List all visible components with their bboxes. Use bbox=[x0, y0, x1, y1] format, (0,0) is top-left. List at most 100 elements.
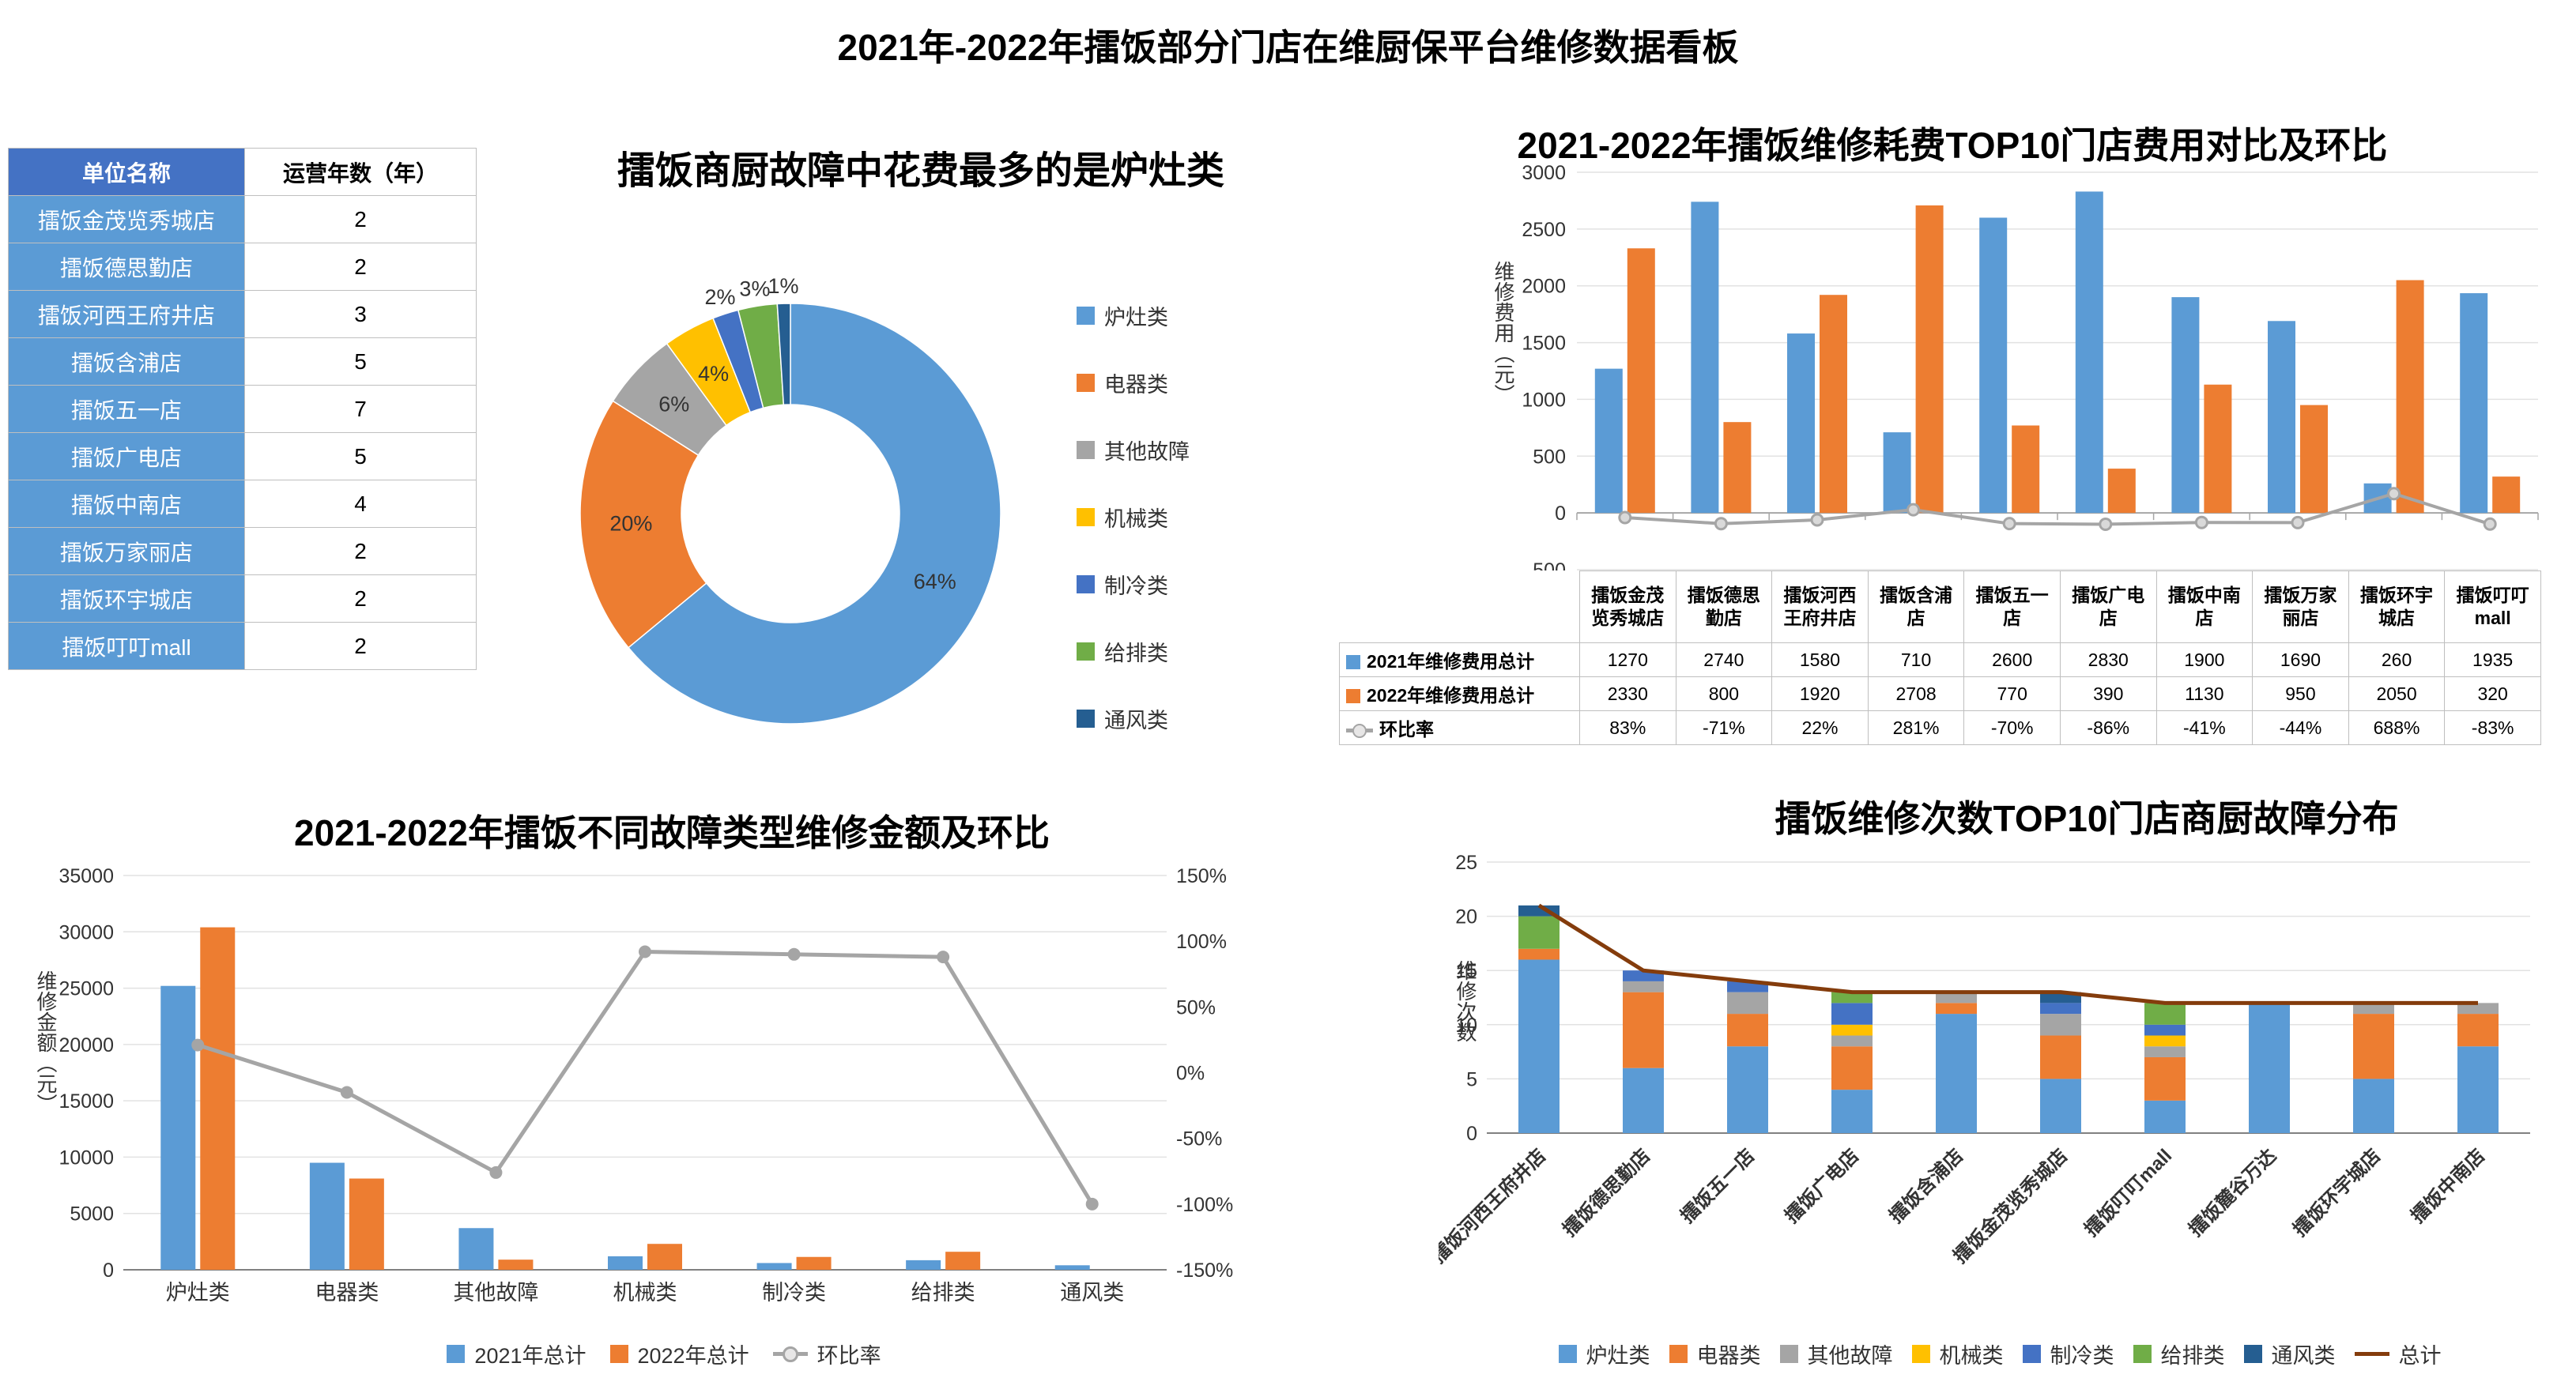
donut-chart: 64% 20% 6% 4% 2% 3%1% bbox=[579, 274, 1001, 725]
legend-swatch-icon bbox=[1077, 710, 1095, 728]
cost-table-series-row: 2022年维修费用总计 2330 800 1920 2708 770 390 1130 950 2… bbox=[1339, 676, 2541, 711]
stacked-bar-segment bbox=[1518, 916, 1560, 949]
x-category-label: 炉灶类 bbox=[166, 1281, 230, 1305]
bar-segment bbox=[1820, 295, 1847, 514]
x-category-label: 擂饭叮叮mall bbox=[2080, 1145, 2176, 1241]
y-tick-label: 30000 bbox=[58, 921, 114, 943]
store-table-row: 擂饭金茂览秀城店 2 bbox=[8, 195, 477, 243]
legend-swatch-icon bbox=[1077, 374, 1095, 392]
cost-table-value: 1900 bbox=[2155, 642, 2254, 677]
bar-segment bbox=[1787, 333, 1815, 514]
ratio-marker bbox=[489, 1165, 503, 1179]
cost-chart-y-axis-label: 维修费用（元） bbox=[1492, 261, 1515, 405]
legend-item: 环比率 bbox=[772, 1339, 881, 1369]
bar-segment bbox=[1627, 248, 1655, 514]
stacked-bar-segment bbox=[1831, 1003, 1873, 1025]
cost-table-value: 2600 bbox=[1963, 642, 2061, 677]
y-tick-label: 0 bbox=[1466, 1123, 1477, 1145]
stacked-bar-segment bbox=[2040, 1003, 2081, 1015]
stacked-bar-segment bbox=[2353, 1079, 2394, 1133]
ratio-marker bbox=[1907, 503, 1921, 517]
cost-chart-title: 2021-2022年擂饭维修耗费TOP10门店费用对比及环比 bbox=[1517, 125, 2388, 166]
store-years-cell: 2 bbox=[244, 195, 477, 243]
cost-table-value: 770 bbox=[1963, 676, 2061, 711]
stacked-bar-segment bbox=[1518, 948, 1560, 960]
cost-table-value: 2708 bbox=[1867, 676, 1965, 711]
stacked-bar-segment bbox=[1518, 959, 1560, 1133]
bar-segment bbox=[200, 927, 236, 1270]
stacked-bar-segment bbox=[2144, 1046, 2186, 1057]
y-tick-label: 25 bbox=[1455, 852, 1477, 874]
store-years-cell: 5 bbox=[244, 337, 477, 386]
cost-table-value: 320 bbox=[2444, 676, 2541, 711]
y-tick-label: 15000 bbox=[58, 1090, 114, 1113]
legend-swatch-icon bbox=[1077, 508, 1095, 526]
pie-data-label: 6% bbox=[658, 393, 689, 416]
y-tick-label: 0 bbox=[103, 1260, 114, 1282]
legend-swatch-icon bbox=[2133, 1345, 2152, 1363]
store-years-cell: 2 bbox=[244, 574, 477, 623]
legend-item: 制冷类 bbox=[1077, 569, 1190, 600]
stacked-bar-segment bbox=[2457, 1003, 2499, 1015]
y2-tick-label: -150% bbox=[1176, 1260, 1233, 1282]
stacked-bar-segment bbox=[1623, 1068, 1664, 1133]
count-legend: 炉灶类 电器类 其他故障 机械类 制冷类 给排类 通风类 总计 bbox=[1439, 1339, 2561, 1369]
ratio-marker bbox=[340, 1086, 353, 1099]
pie-data-label: 1% bbox=[768, 274, 798, 298]
legend-item: 炉灶类 bbox=[1077, 300, 1190, 331]
cost-table-value: 1580 bbox=[1771, 642, 1869, 677]
legend-item: 炉灶类 bbox=[1558, 1339, 1650, 1369]
y-tick-label: 0 bbox=[1555, 503, 1566, 525]
y-tick-label: 20 bbox=[1455, 906, 1477, 928]
y2-tick-label: -50% bbox=[1176, 1128, 1222, 1150]
bar-segment bbox=[498, 1260, 534, 1270]
legend-item: 制冷类 bbox=[2022, 1339, 2114, 1369]
store-table-row: 擂饭河西王府井店 3 bbox=[8, 290, 477, 338]
store-table-header-name: 单位名称 bbox=[8, 148, 245, 196]
ratio-marker bbox=[937, 951, 950, 964]
cost-table-value: -86% bbox=[2059, 710, 2157, 745]
legend-label: 制冷类 bbox=[1104, 574, 1168, 598]
store-years-cell: 3 bbox=[244, 290, 477, 338]
pie-slice bbox=[627, 303, 1001, 725]
legend-swatch-icon bbox=[609, 1345, 628, 1363]
count-chart-y-axis-label: 维修次数 bbox=[1454, 960, 1477, 1042]
store-name-cell: 擂饭金茂览秀城店 bbox=[8, 195, 245, 243]
dashboard-title: 2021年-2022年擂饭部分门店在维厨保平台维修数据看板 bbox=[837, 27, 1739, 68]
cost-table-store-header: 擂饭德思勤店 bbox=[1675, 570, 1773, 643]
legend-swatch-icon bbox=[1558, 1345, 1577, 1363]
stacked-bar-segment bbox=[1831, 992, 1873, 1004]
x-category-label: 擂饭环宇城店 bbox=[2289, 1144, 2386, 1241]
y-tick-label: 3000 bbox=[1522, 162, 1566, 184]
store-table-row: 擂饭广电店 5 bbox=[8, 432, 477, 480]
cost-table-store-header: 擂饭金茂览秀城店 bbox=[1579, 570, 1676, 643]
x-category-label: 给排类 bbox=[911, 1281, 975, 1305]
store-name-cell: 擂饭德思勤店 bbox=[8, 243, 245, 291]
ratio-marker bbox=[2387, 487, 2401, 501]
x-category-label: 擂饭广电店 bbox=[1781, 1144, 1864, 1227]
y-tick-label: 5 bbox=[1466, 1068, 1477, 1090]
y-tick-label: -500 bbox=[1526, 559, 1566, 570]
stacked-bar-segment bbox=[2457, 1014, 2499, 1047]
ratio-marker bbox=[2291, 515, 2305, 529]
store-years-cell: 2 bbox=[244, 527, 477, 575]
bar-segment bbox=[309, 1162, 345, 1270]
ratio-marker bbox=[191, 1038, 205, 1052]
bar-segment bbox=[2492, 476, 2521, 514]
y2-tick-label: 150% bbox=[1176, 865, 1227, 887]
cost-table-value: 83% bbox=[1579, 710, 1676, 745]
x-category-label: 擂饭麓谷万达 bbox=[2185, 1145, 2280, 1241]
stacked-bar-segment bbox=[1936, 992, 1977, 1004]
cost-table-value: 688% bbox=[2348, 710, 2446, 745]
legend-label: 给排类 bbox=[1104, 642, 1168, 665]
legend-label: 其他故障 bbox=[1807, 1344, 1893, 1368]
x-category-label: 电器类 bbox=[315, 1281, 379, 1305]
fault-amount-chart: 35000 30000 25000 20000 15000 10000 5000 0 150% 1… bbox=[58, 865, 1233, 1305]
bar-segment bbox=[1054, 1265, 1090, 1270]
ratio-marker bbox=[787, 947, 801, 961]
legend-swatch-icon bbox=[1077, 642, 1095, 661]
cost-table-value: -70% bbox=[1963, 710, 2061, 745]
x-category-label: 通风类 bbox=[1060, 1281, 1124, 1305]
legend-item: 总计 bbox=[2354, 1339, 2442, 1369]
legend-swatch-icon bbox=[1669, 1345, 1688, 1363]
